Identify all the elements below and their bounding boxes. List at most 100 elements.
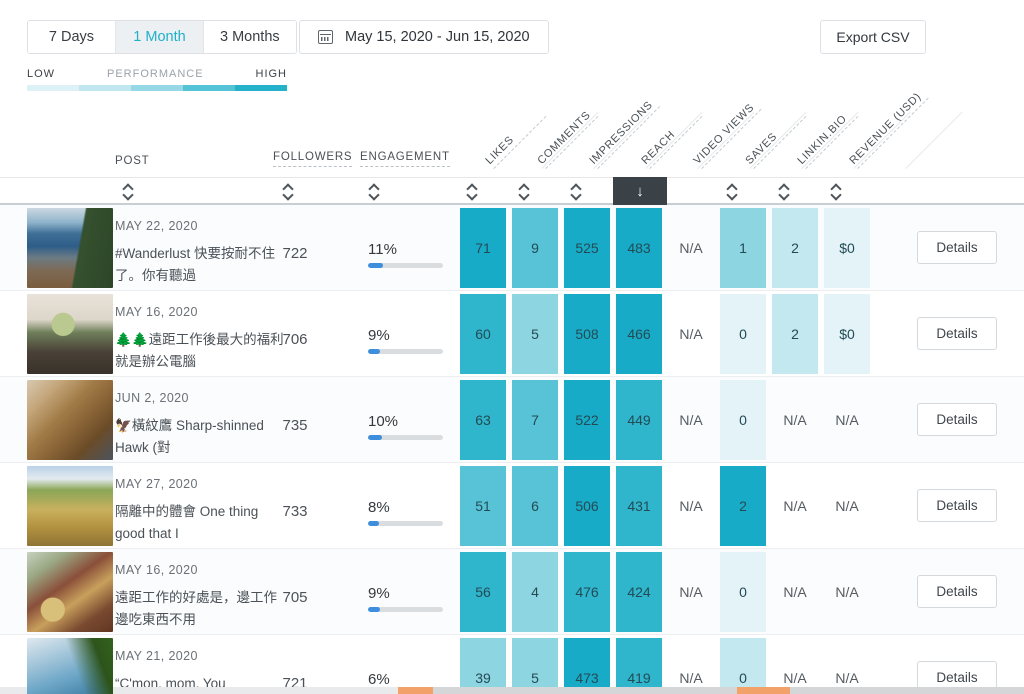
metric-cell-reach: 424 — [616, 552, 662, 632]
metric-cell-comments: 6 — [512, 466, 558, 546]
sort-chevrons-icon — [518, 183, 530, 201]
date-range-value: May 15, 2020 - Jun 15, 2020 — [345, 29, 530, 45]
post-date: MAY 16, 2020 — [115, 563, 198, 577]
sort-control-post[interactable] — [122, 178, 134, 201]
details-button[interactable]: Details — [917, 575, 997, 608]
metric-cell-comments: 5 — [512, 638, 558, 694]
food-table-photo[interactable] — [27, 552, 113, 632]
metric-cell-saves: 0 — [720, 552, 766, 632]
sort-chevrons-icon — [282, 183, 294, 201]
sort-row: ↓ — [0, 177, 1024, 206]
details-button[interactable]: Details — [917, 317, 997, 350]
post-caption: #Wanderlust 快要按耐不住了。你有聽過 — [115, 246, 276, 283]
engagement-value: 9% — [368, 327, 390, 344]
metric-cell-linkin-bio: N/A — [783, 670, 807, 686]
sort-control-linkin-bio[interactable] — [778, 178, 790, 201]
post-date: MAY 22, 2020 — [115, 219, 198, 233]
hawk-photo[interactable] — [27, 380, 113, 460]
metric-cell-impressions: 508 — [564, 294, 610, 374]
metric-cell-impressions: 473 — [564, 638, 610, 694]
table-row: MAY 22, 2020 #Wanderlust 快要按耐不住了。你有聽過 722 1… — [0, 205, 1024, 291]
date-range-picker[interactable]: May 15, 2020 - Jun 15, 2020 — [299, 20, 549, 54]
tab-1-month[interactable]: 1 Month — [116, 21, 204, 53]
sort-control-followers[interactable] — [282, 178, 294, 201]
metric-cell-linkin-bio: 2 — [772, 208, 818, 288]
metric-cell-likes: 71 — [460, 208, 506, 288]
metric-cell-likes: 60 — [460, 294, 506, 374]
details-button[interactable]: Details — [917, 489, 997, 522]
metric-cell-revenue-usd: $0 — [824, 294, 870, 374]
metric-cell-saves: 1 — [720, 208, 766, 288]
metric-cell-comments: 4 — [512, 552, 558, 632]
scroll-highlight — [737, 687, 790, 694]
metric-cell-saves: 0 — [720, 380, 766, 460]
details-button[interactable]: Details — [917, 403, 997, 436]
table-row: MAY 27, 2020 隔離中的體會 One thing good that I… — [0, 463, 1024, 549]
date-range-tab-group: 7 Days 1 Month 3 Months — [27, 20, 297, 54]
tab-3-months[interactable]: 3 Months — [204, 21, 296, 53]
metric-cell-reach: 449 — [616, 380, 662, 460]
sort-control-saves[interactable] — [726, 178, 738, 201]
column-header-post: POST — [115, 155, 150, 167]
followers-value: 735 — [282, 417, 308, 434]
table-row: JUN 2, 2020 🦅橫紋鷹 Sharp-shinned Hawk (對 735… — [0, 377, 1024, 463]
scroll-thumb — [433, 687, 737, 694]
followers-value: 733 — [282, 503, 308, 520]
metric-cell-video-views: N/A — [679, 498, 703, 514]
column-header-followers[interactable]: FOLLOWERS — [273, 151, 353, 167]
engagement-bar — [368, 435, 443, 440]
gradient-segment-3 — [183, 85, 235, 91]
metric-cell-linkin-bio: N/A — [783, 584, 807, 600]
table-header: POST FOLLOWERS ENGAGEMENT LIKES COMMENTS I… — [0, 0, 1024, 206]
metric-cell-likes: 63 — [460, 380, 506, 460]
sort-chevrons-icon — [830, 183, 842, 201]
details-button[interactable]: Details — [917, 231, 997, 264]
column-header-engagement[interactable]: ENGAGEMENT — [360, 151, 450, 167]
engagement-bar-fill — [368, 607, 380, 612]
metric-cell-revenue-usd: $0 — [824, 208, 870, 288]
metric-cell-linkin-bio: N/A — [783, 412, 807, 428]
horizontal-scrollbar[interactable] — [0, 687, 1024, 694]
engagement-bar-fill — [368, 349, 380, 354]
metric-cell-saves: 0 — [720, 294, 766, 374]
horseback-field-photo[interactable] — [27, 466, 113, 546]
sort-control-impressions[interactable] — [570, 178, 582, 201]
sort-control-engagement[interactable] — [368, 178, 380, 201]
tent-laptop-photo[interactable] — [27, 294, 113, 374]
followers-value: 705 — [282, 589, 308, 606]
followers-value: 722 — [282, 245, 308, 262]
metric-cell-likes: 39 — [460, 638, 506, 694]
engagement-bar — [368, 521, 443, 526]
sort-descending-arrow-icon: ↓ — [636, 183, 644, 200]
scroll-thumb — [790, 687, 1024, 694]
metric-cell-impressions: 476 — [564, 552, 610, 632]
sort-chevrons-icon — [726, 183, 738, 201]
sort-chevrons-icon — [466, 183, 478, 201]
sorted-column-indicator-reach[interactable]: ↓ — [613, 177, 667, 206]
table-row: MAY 21, 2020 “C'mon, mom. You 721 6% 39 5 473 4… — [0, 635, 1024, 694]
metric-cell-impressions: 525 — [564, 208, 610, 288]
metric-cell-saves: 2 — [720, 466, 766, 546]
table-body: MAY 22, 2020 #Wanderlust 快要按耐不住了。你有聽過 722 1… — [0, 205, 1024, 694]
sort-control-revenue-usd[interactable] — [830, 178, 842, 201]
sort-control-likes[interactable] — [466, 178, 478, 201]
tab-7-days[interactable]: 7 Days — [28, 21, 116, 53]
legend-title: PERFORMANCE — [107, 68, 204, 80]
post-date: MAY 27, 2020 — [115, 477, 198, 491]
engagement-value: 9% — [368, 585, 390, 602]
gradient-segment-2 — [131, 85, 183, 91]
engagement-bar — [368, 607, 443, 612]
sort-control-comments[interactable] — [518, 178, 530, 201]
performance-legend: LOW PERFORMANCE HIGH — [27, 68, 287, 91]
metric-cell-video-views: N/A — [679, 326, 703, 342]
metric-cell-comments: 9 — [512, 208, 558, 288]
crater-lake-photo[interactable] — [27, 208, 113, 288]
engagement-value: 6% — [368, 671, 390, 688]
lake-swimmers-photo[interactable] — [27, 638, 113, 694]
table-row: MAY 16, 2020 遠距工作的好處是，邊工作邊吃東西不用 705 9% 56 4 47… — [0, 549, 1024, 635]
metric-cell-comments: 5 — [512, 294, 558, 374]
engagement-bar-fill — [368, 263, 383, 268]
metric-cell-impressions: 522 — [564, 380, 610, 460]
export-csv-button[interactable]: Export CSV — [820, 20, 926, 54]
